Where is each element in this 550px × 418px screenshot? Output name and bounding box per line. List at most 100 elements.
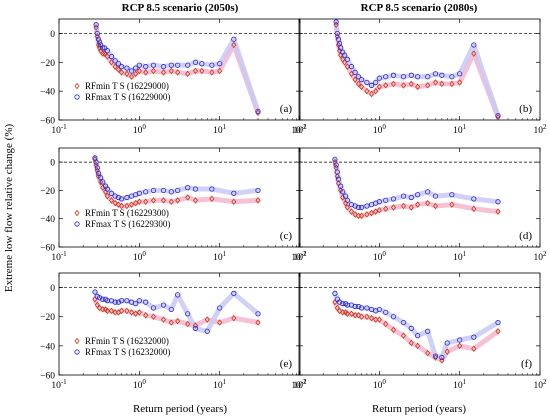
legend-label: RFmax T S (16232000) <box>85 347 170 357</box>
x-tick-label: 100 <box>373 123 387 136</box>
data-point-rfmax <box>150 187 157 194</box>
data-point-rfmin <box>136 198 142 205</box>
data-point-rfmin <box>364 313 370 320</box>
data-point-rfmax <box>449 192 455 198</box>
x-tick-label: 100 <box>133 123 147 136</box>
data-point-rfmin <box>364 211 370 218</box>
data-layer <box>92 289 261 334</box>
data-point-rfmin <box>344 310 350 318</box>
data-point-rfmin <box>355 312 361 319</box>
data-point-rfmax <box>348 64 355 70</box>
data-point-rfmax <box>344 56 350 63</box>
data-point-rfmax <box>118 196 125 202</box>
data-point-rfmax <box>332 290 338 296</box>
x-tick-label: 102 <box>534 123 548 136</box>
data-point-rfmin <box>344 204 350 211</box>
data-point-rfmax <box>108 190 115 196</box>
data-point-rfmax <box>358 77 365 83</box>
y-tick-label: −40 <box>40 88 55 98</box>
plot-frame <box>298 18 541 121</box>
data-point-rfmin <box>161 197 167 204</box>
data-point-rfmin <box>425 199 431 207</box>
data-point-rfmax <box>175 62 181 68</box>
data-point-rfmin <box>119 202 125 210</box>
data-point-rfmax <box>160 64 167 70</box>
data-point-rfmin <box>432 202 438 210</box>
data-point-rfmin <box>337 307 343 315</box>
x-tick-label: 102 <box>534 378 548 391</box>
data-point-rfmax <box>444 340 450 346</box>
data-point-rfmin <box>185 70 191 78</box>
data-point-rfmin <box>143 69 149 76</box>
plot-frame <box>58 272 301 376</box>
x-tick-label: 10-1 <box>291 378 307 391</box>
data-point-rfmin <box>192 197 198 204</box>
data-point-rfmax <box>112 58 118 64</box>
data-point-rfmin <box>175 197 181 204</box>
data-point-rfmin <box>112 309 118 316</box>
data-point-rfmax <box>383 309 389 315</box>
data-point-rfmin <box>425 349 431 357</box>
data-layer <box>92 155 261 210</box>
data-point-rfmin <box>161 69 167 76</box>
data-point-rfmin <box>390 80 396 88</box>
data-point-rfmax <box>168 189 174 195</box>
data-point-rfmax <box>94 165 100 171</box>
legend-marker-rfmin <box>74 337 80 345</box>
data-point-rfmax <box>133 65 139 71</box>
legend-label: RFmin T S (16229300) <box>85 208 169 218</box>
data-point-rfmin <box>255 109 261 117</box>
data-point-rfmin <box>359 212 365 220</box>
data-point-rfmin <box>401 82 407 89</box>
data-point-rfmin <box>359 313 365 320</box>
panel-label: (e) <box>280 358 293 370</box>
x-tick-label: 100 <box>373 378 387 391</box>
data-point-rfmin <box>136 67 142 75</box>
data-point-rfmax <box>340 300 346 307</box>
data-point-rfmin <box>199 67 205 75</box>
data-point-rfmax <box>217 305 223 311</box>
data-point-rfmin <box>97 304 103 312</box>
data-point-rfmax <box>355 74 362 80</box>
data-layer <box>333 19 501 120</box>
data-point-rfmin <box>175 317 181 325</box>
column-title-right: RCP 8.5 scenario (2080s) <box>361 2 478 14</box>
data-point-rfmax <box>118 64 125 70</box>
data-point-rfmin <box>104 53 110 60</box>
x-tick-label: 100 <box>133 250 147 263</box>
data-point-rfmax <box>400 319 407 326</box>
data-point-rfmin <box>104 307 110 315</box>
band-rfmax <box>92 155 261 202</box>
data-point-rfmax <box>332 156 338 162</box>
x-tick-label: 10-1 <box>291 123 307 136</box>
data-point-rfmin <box>108 307 114 315</box>
data-point-rfmax <box>96 39 103 45</box>
data-point-rfmin <box>369 314 375 322</box>
chart-panel-d: 10-1 100 101 102(d) <box>291 147 547 263</box>
x-axis-label-left: Return period (years) <box>133 403 227 415</box>
data-point-rfmin <box>408 339 414 347</box>
y-tick-label: −40 <box>40 342 55 352</box>
data-point-rfmin <box>495 113 501 120</box>
data-point-rfmin <box>495 328 501 335</box>
data-point-rfmin <box>98 178 104 186</box>
y-tick-label: −20 <box>40 59 55 69</box>
data-point-rfmin <box>124 202 130 210</box>
data-point-rfmax <box>400 193 407 199</box>
data-point-rfmax <box>415 192 421 198</box>
band-rfmax <box>333 19 501 119</box>
y-tick-label: 0 <box>50 30 55 40</box>
data-point-rfmax <box>471 334 477 340</box>
data-point-rfmin <box>161 316 167 323</box>
data-point-rfmax <box>425 189 431 195</box>
data-point-rfmin <box>348 208 354 215</box>
data-point-rfmax <box>334 169 340 175</box>
data-point-rfmin <box>119 69 125 76</box>
data-point-rfmax <box>175 292 181 298</box>
data-point-rfmax <box>209 186 215 192</box>
plot-frame <box>298 147 541 248</box>
data-point-rfmin <box>143 198 149 205</box>
y-tick-label: −20 <box>40 187 55 197</box>
legend-marker-rfmax <box>74 94 80 100</box>
